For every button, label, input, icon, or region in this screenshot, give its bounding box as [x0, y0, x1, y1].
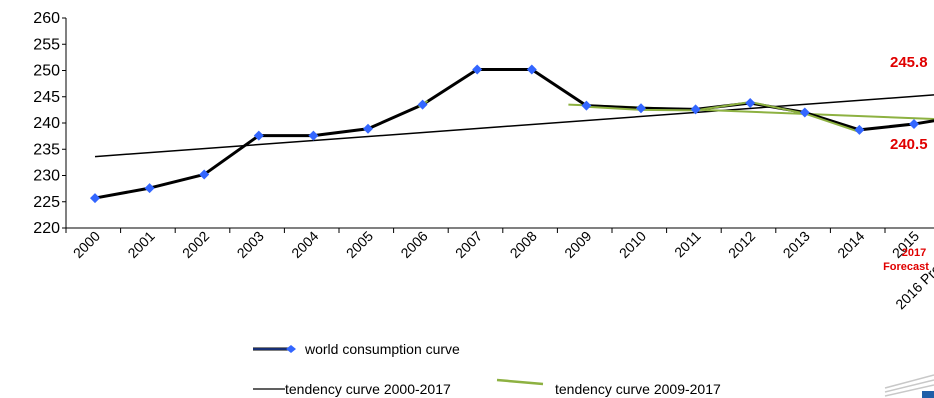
data-point-marker [909, 119, 919, 130]
logo-fragment [884, 374, 934, 398]
data-point-marker [745, 98, 756, 109]
x-tick-label: 2005 [343, 228, 376, 261]
x-tick-label: 2012 [725, 228, 758, 261]
legend-swatch-trend-2009-2017 [496, 378, 544, 386]
data-point-marker [472, 64, 483, 75]
x-tick-label: 2001 [124, 228, 157, 261]
green-overlay-line [586, 100, 860, 133]
y-tick-label: 255 [33, 36, 60, 53]
x-tick-label-forecast: Forecast [883, 261, 929, 273]
x-tick-label: 2008 [507, 228, 540, 261]
x-tick-label: 2011 [671, 228, 704, 261]
legend-label-trend-2009-2017: tendency curve 2009-2017 [555, 381, 721, 397]
axes [62, 17, 934, 233]
x-tick-label: 2000 [70, 228, 103, 261]
x-tick-label-forecast-year: 2017 [902, 247, 926, 259]
x-tick-label: 2007 [452, 228, 485, 261]
y-tick-label: 235 [33, 141, 60, 158]
x-tick-label: 2010 [616, 228, 649, 261]
data-point-marker [363, 123, 373, 134]
data-point-marker [308, 130, 319, 141]
end-label-trend-2000-2017: 245.8 [890, 54, 928, 71]
data-point-marker [690, 104, 701, 115]
legend-label-trend-2000-2017: tendency curve 2000-2017 [285, 381, 451, 397]
data-point-marker [581, 100, 592, 111]
x-tick-label: 2006 [397, 228, 430, 261]
data-point-marker [144, 183, 155, 194]
y-tick-label: 230 [33, 168, 60, 185]
data-point-marker [799, 107, 810, 118]
x-tick-label: 2003 [234, 228, 267, 261]
plot-area [90, 64, 934, 204]
x-tick-label: 2013 [780, 228, 813, 261]
y-tick-label: 245 [33, 89, 60, 106]
data-point-marker [90, 193, 100, 204]
x-tick-label: 2009 [561, 228, 594, 261]
data-point-marker [526, 64, 537, 75]
legend: world consumption curve tendency curve 2… [253, 341, 721, 397]
data-point-marker [854, 124, 865, 135]
end-label-trend-2009-2017: 240.5 [890, 136, 928, 153]
legend-marker-world-consumption [286, 345, 296, 353]
y-tick-label: 250 [33, 63, 60, 80]
x-axis-tick-labels: 2000 2001 2002 2003 2004 2005 2006 2007 2008 2009… [70, 228, 934, 313]
x-tick-label: 2002 [179, 228, 212, 261]
data-point-marker [253, 130, 264, 141]
data-point-marker [636, 103, 646, 114]
legend-label-world-consumption: world consumption curve [304, 341, 460, 357]
y-tick-label: 225 [33, 194, 60, 211]
data-point-marker [417, 99, 428, 110]
y-axis-tick-labels: 220 225 230 235 240 245 250 255 260 [33, 10, 60, 237]
world-consumption-line [94, 67, 934, 200]
x-tick-label: 2014 [834, 228, 867, 261]
data-point-marker [199, 169, 210, 180]
x-tick-label: 2004 [288, 228, 321, 261]
trend-line-2000-2017 [94, 94, 934, 158]
y-tick-label: 260 [33, 10, 60, 27]
y-tick-label: 220 [33, 220, 60, 237]
y-tick-label: 240 [33, 115, 60, 132]
